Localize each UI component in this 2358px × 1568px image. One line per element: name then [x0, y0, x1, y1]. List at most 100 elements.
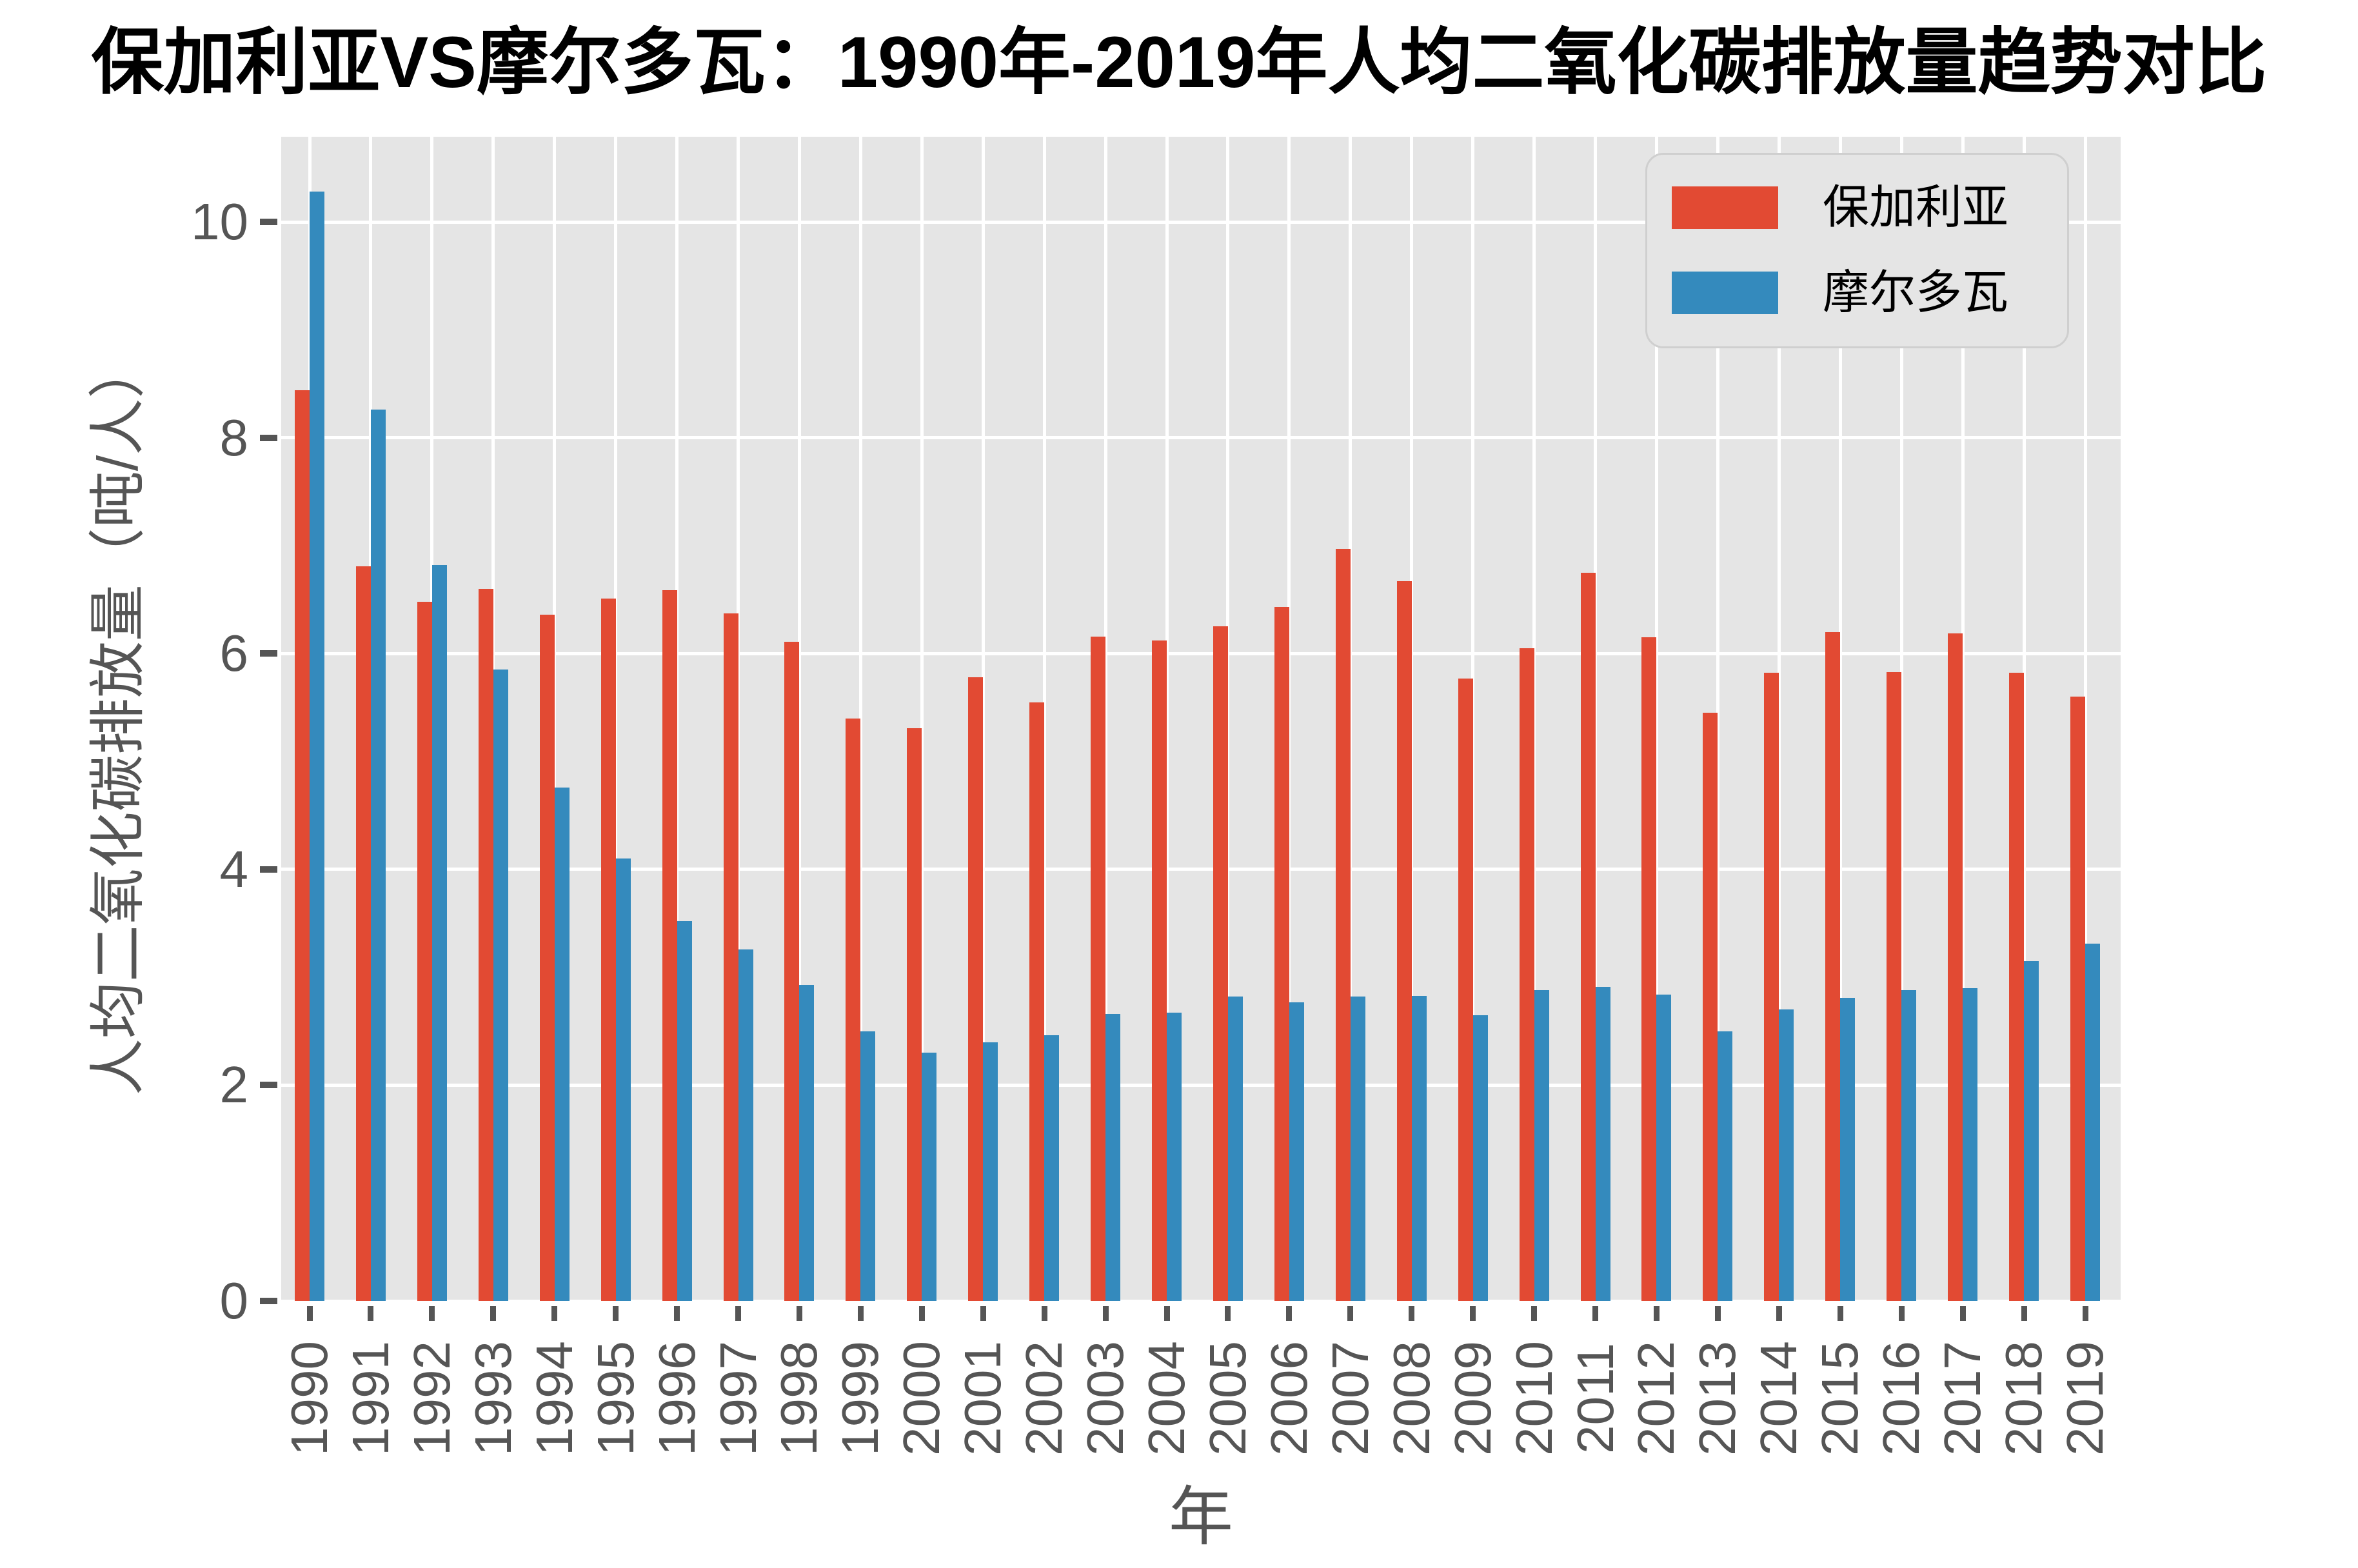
x-tick-label-1990: 1990	[281, 1341, 338, 1456]
bar-moldova-2014	[1779, 1009, 1794, 1301]
x-tick-mark-2005	[1225, 1306, 1231, 1321]
x-tick-mark-1997	[735, 1306, 742, 1321]
x-tick-label-1998: 1998	[770, 1341, 828, 1456]
legend-swatch-bulgaria-icon	[1672, 186, 1778, 229]
y-tick-mark-10	[260, 219, 277, 226]
x-tick-label-2001: 2001	[954, 1341, 1012, 1456]
v-gridline-1999	[858, 137, 862, 1301]
legend-swatch-moldova-icon	[1672, 272, 1778, 314]
x-tick-mark-2014	[1776, 1306, 1782, 1321]
h-gridline-8	[281, 436, 2121, 440]
x-tick-label-1995: 1995	[586, 1341, 644, 1456]
x-tick-mark-2013	[1714, 1306, 1721, 1321]
bar-moldova-2008	[1411, 995, 1427, 1301]
bar-moldova-1995	[615, 858, 631, 1301]
bar-moldova-2017	[1963, 987, 1978, 1301]
x-tick-label-2002: 2002	[1015, 1341, 1073, 1456]
x-tick-label-2013: 2013	[1689, 1341, 1747, 1456]
x-tick-label-2006: 2006	[1260, 1341, 1318, 1456]
bar-bulgaria-2007	[1335, 549, 1351, 1301]
bar-bulgaria-2011	[1580, 572, 1596, 1301]
v-gridline-2000	[920, 137, 924, 1301]
v-gridline-2001	[981, 137, 985, 1301]
v-gridline-2002	[1042, 137, 1046, 1301]
bar-bulgaria-1995	[600, 598, 616, 1301]
x-tick-mark-1991	[368, 1306, 374, 1321]
y-tick-mark-4	[260, 866, 277, 873]
y-tick-label-2: 2	[219, 1056, 249, 1114]
v-gridline-2017	[1961, 137, 1965, 1301]
bar-bulgaria-2012	[1641, 637, 1657, 1301]
x-tick-mark-2006	[1286, 1306, 1293, 1321]
x-tick-mark-2017	[1959, 1306, 1966, 1321]
bar-bulgaria-1991	[355, 566, 371, 1301]
y-tick-mark-0	[260, 1298, 277, 1304]
x-tick-label-2017: 2017	[1934, 1341, 1992, 1456]
bar-moldova-2009	[1472, 1015, 1488, 1301]
x-tick-label-2015: 2015	[1811, 1341, 1869, 1456]
bar-moldova-1997	[738, 949, 753, 1301]
bar-bulgaria-2002	[1029, 702, 1045, 1301]
bar-moldova-2005	[1227, 997, 1243, 1301]
v-gridline-1997	[737, 137, 740, 1301]
bar-moldova-2018	[2024, 961, 2039, 1301]
x-tick-label-2019: 2019	[2056, 1341, 2114, 1456]
bar-bulgaria-2001	[968, 677, 984, 1301]
x-tick-label-2005: 2005	[1198, 1341, 1256, 1456]
legend: 保加利亚 摩尔多瓦	[1645, 153, 2069, 348]
bar-moldova-1993	[493, 670, 508, 1301]
y-tick-mark-2	[260, 1082, 277, 1089]
x-tick-label-2011: 2011	[1566, 1342, 1624, 1454]
bar-moldova-2012	[1656, 994, 1672, 1301]
bar-bulgaria-2018	[2009, 673, 2025, 1301]
v-gridline-2005	[1226, 137, 1230, 1301]
h-gridline-10	[281, 220, 2121, 224]
x-tick-mark-2015	[1837, 1306, 1843, 1321]
v-gridline-1994	[553, 137, 557, 1301]
v-gridline-1995	[614, 137, 618, 1301]
x-tick-label-1992: 1992	[402, 1341, 461, 1456]
v-gridline-1998	[797, 137, 801, 1301]
x-tick-mark-2004	[1164, 1306, 1170, 1321]
v-gridline-2007	[1349, 137, 1352, 1301]
bar-moldova-2015	[1840, 997, 1856, 1301]
bar-bulgaria-2017	[1948, 633, 1963, 1301]
x-axis-label: 年	[1169, 1481, 1233, 1553]
bar-moldova-1996	[677, 921, 692, 1301]
v-gridline-2006	[1287, 137, 1291, 1301]
x-tick-mark-2019	[2082, 1306, 2088, 1321]
bar-moldova-1991	[370, 410, 386, 1301]
v-gridline-2012	[1654, 137, 1658, 1301]
bar-moldova-2011	[1595, 987, 1610, 1301]
bar-moldova-1999	[860, 1031, 876, 1301]
x-tick-label-1999: 1999	[831, 1341, 889, 1456]
bar-moldova-1990	[310, 192, 324, 1301]
x-tick-label-2012: 2012	[1627, 1341, 1685, 1456]
bar-bulgaria-1998	[784, 641, 800, 1301]
x-tick-label-2010: 2010	[1505, 1341, 1563, 1456]
y-tick-label-4: 4	[219, 840, 249, 898]
bar-bulgaria-2008	[1396, 581, 1412, 1301]
x-tick-label-2009: 2009	[1443, 1341, 1501, 1456]
x-tick-mark-2012	[1653, 1306, 1660, 1321]
bar-moldova-2010	[1534, 990, 1549, 1301]
v-gridline-2018	[2022, 137, 2026, 1301]
v-gridline-2019	[2083, 137, 2087, 1301]
chart-title: 保加利亚VS摩尔多瓦：1990年-2019年人均二氧化碳排放量趋势对比	[91, 22, 2267, 103]
x-tick-mark-1994	[551, 1306, 558, 1321]
x-tick-mark-2001	[980, 1306, 986, 1321]
bar-bulgaria-2019	[2070, 697, 2085, 1301]
x-tick-mark-2010	[1531, 1306, 1538, 1321]
bar-moldova-1992	[431, 565, 447, 1301]
x-tick-label-1997: 1997	[709, 1341, 767, 1456]
v-gridline-2008	[1410, 137, 1414, 1301]
bar-moldova-2007	[1350, 997, 1365, 1301]
x-tick-label-2000: 2000	[893, 1341, 951, 1456]
bar-bulgaria-1999	[846, 718, 861, 1301]
v-gridline-2009	[1471, 137, 1475, 1301]
x-tick-mark-2009	[1470, 1306, 1476, 1321]
bar-bulgaria-2015	[1825, 631, 1841, 1301]
x-tick-mark-1995	[613, 1306, 619, 1321]
legend-label-bulgaria: 保加利亚	[1823, 182, 2009, 233]
